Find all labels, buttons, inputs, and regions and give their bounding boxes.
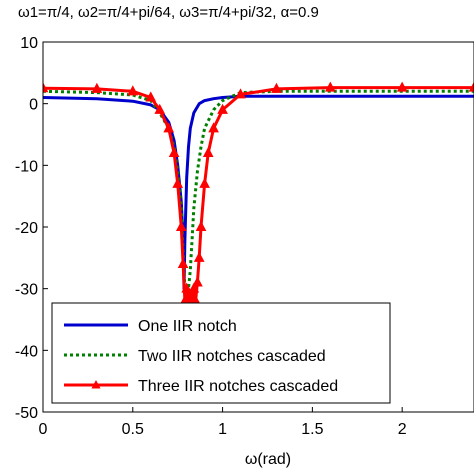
- series-marker: [271, 82, 282, 93]
- x-tick-label: 1: [218, 421, 227, 438]
- y-tick-label: -50: [15, 405, 38, 422]
- series-marker: [175, 220, 187, 231]
- series-marker: [192, 276, 203, 287]
- series-marker: [195, 220, 207, 231]
- chart-title: ω1=π/4, ω2=π/4+pi/64, ω3=π/4+pi/32, α=0.…: [18, 4, 319, 21]
- x-tick-label: 1.5: [301, 421, 323, 438]
- series-line-2: [43, 89, 474, 303]
- series-marker: [325, 81, 336, 92]
- series-line-1: [43, 94, 474, 291]
- legend-marker: [91, 380, 101, 389]
- series-marker: [181, 282, 192, 293]
- series-marker: [468, 81, 474, 92]
- series-marker: [193, 251, 205, 262]
- series-marker: [172, 177, 184, 188]
- series-marker: [199, 177, 210, 188]
- series-marker: [145, 91, 157, 102]
- series-marker: [168, 146, 180, 157]
- series-line-3: [43, 86, 474, 309]
- series-marker: [154, 103, 166, 114]
- legend-label-2: Two IIR notches cascaded: [138, 348, 326, 365]
- y-tick-label: -30: [15, 282, 38, 299]
- series-marker: [43, 82, 49, 93]
- y-tick-label: 0: [29, 97, 38, 114]
- series-marker: [188, 282, 200, 293]
- series-marker: [91, 82, 103, 93]
- series-marker: [177, 257, 189, 268]
- y-tick-label: -20: [15, 220, 38, 237]
- series-marker: [208, 122, 219, 133]
- series-marker: [396, 81, 408, 92]
- x-tick-label: 0: [39, 421, 48, 438]
- y-tick-label: -40: [15, 343, 38, 360]
- series-marker: [163, 122, 175, 133]
- series-marker: [184, 288, 196, 299]
- series-marker: [235, 88, 246, 99]
- series-marker: [217, 103, 228, 114]
- y-tick-label: -10: [15, 158, 38, 175]
- series-marker: [202, 146, 214, 157]
- x-tick-label: 0.5: [122, 421, 144, 438]
- legend-label-1: One IIR notch: [138, 318, 237, 335]
- legend-label-3: Three IIR notches cascaded: [138, 378, 338, 395]
- y-tick-label: 10: [20, 35, 38, 52]
- x-tick-label: 2: [398, 421, 407, 438]
- x-axis-label: ω(rad): [245, 451, 291, 468]
- series-marker: [127, 85, 139, 96]
